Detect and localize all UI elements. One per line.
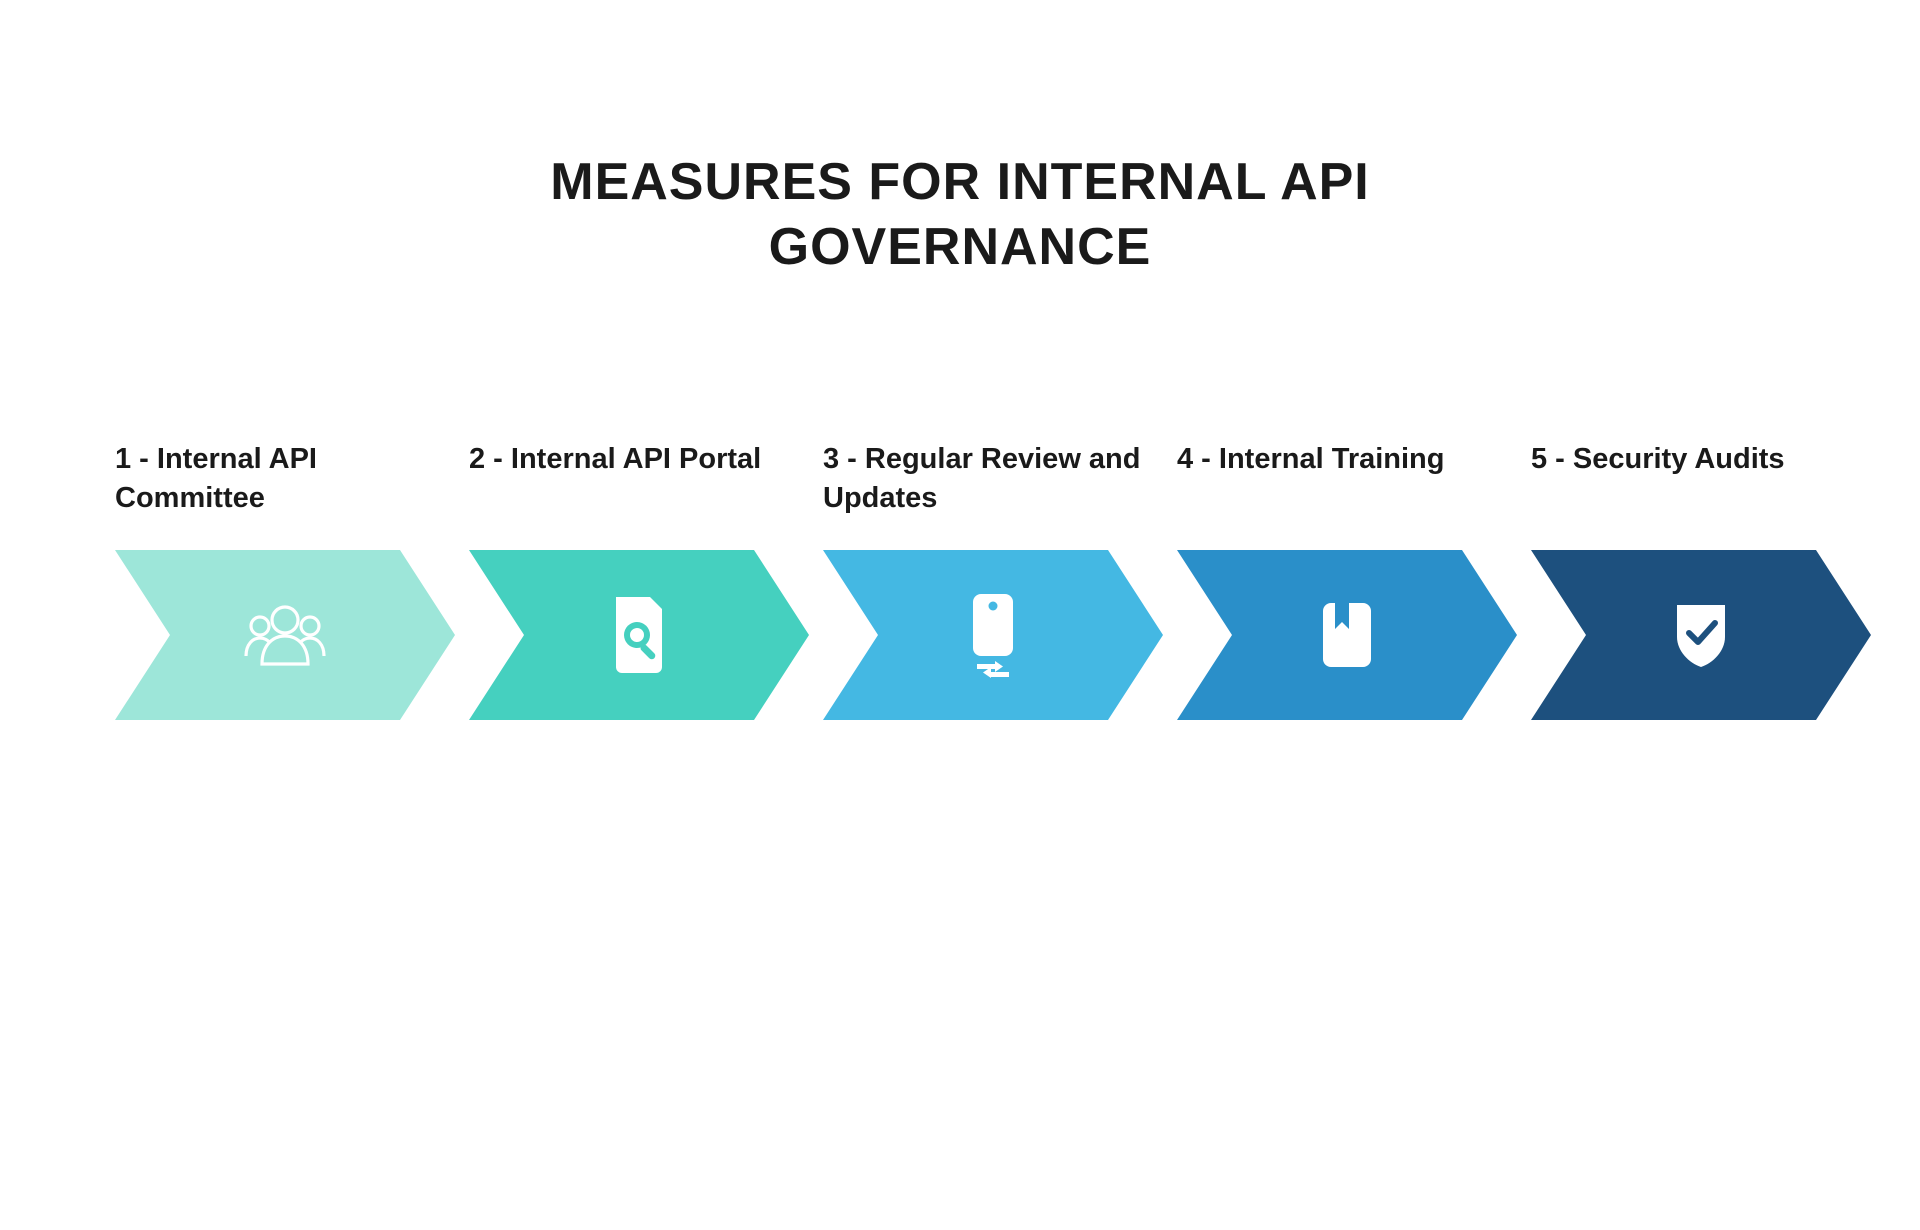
shield-check-icon [1669, 599, 1733, 671]
step-2: 2 - Internal API Portal [469, 440, 809, 720]
step-3-chevron [823, 550, 1163, 720]
doc-search-icon [606, 595, 672, 675]
step-2-chevron [469, 550, 809, 720]
step-4-chevron [1177, 550, 1517, 720]
step-2-label: 2 - Internal API Portal [469, 440, 809, 530]
bookmark-doc-icon [1319, 599, 1375, 671]
step-3: 3 - Regular Review and Updates [823, 440, 1163, 720]
step-4-label: 4 - Internal Training [1177, 440, 1517, 530]
people-icon [240, 598, 330, 672]
device-transfer-icon [961, 592, 1025, 678]
step-4: 4 - Internal Training [1177, 440, 1517, 720]
step-5: 5 - Security Audits [1531, 440, 1871, 720]
step-5-chevron [1531, 550, 1871, 720]
step-1-chevron [115, 550, 455, 720]
step-1: 1 - Internal API Committee [115, 440, 455, 720]
steps-row: 1 - Internal API Committee [0, 440, 1920, 720]
step-5-label: 5 - Security Audits [1531, 440, 1871, 530]
page-title: MEASURES FOR INTERNAL API GOVERNANCE [0, 150, 1920, 280]
step-3-label: 3 - Regular Review and Updates [823, 440, 1163, 530]
step-1-label: 1 - Internal API Committee [115, 440, 455, 530]
